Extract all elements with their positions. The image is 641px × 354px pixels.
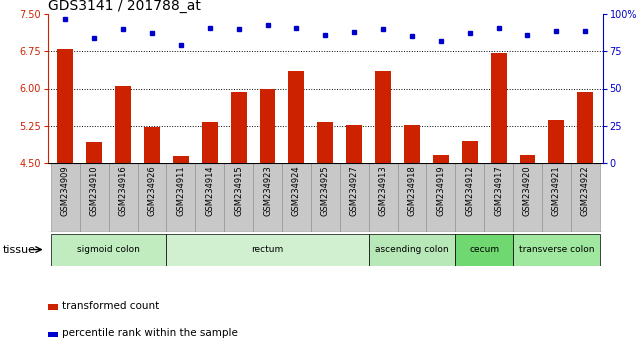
Text: tissue: tissue <box>3 245 36 255</box>
FancyBboxPatch shape <box>80 163 109 232</box>
Text: GSM234927: GSM234927 <box>350 165 359 216</box>
FancyBboxPatch shape <box>455 163 484 232</box>
FancyBboxPatch shape <box>253 163 282 232</box>
FancyBboxPatch shape <box>282 163 311 232</box>
Text: percentile rank within the sample: percentile rank within the sample <box>62 328 238 338</box>
Text: ascending colon: ascending colon <box>375 245 449 254</box>
Bar <box>173 156 189 163</box>
FancyBboxPatch shape <box>397 163 426 232</box>
Bar <box>462 141 478 163</box>
Bar <box>404 125 420 163</box>
Bar <box>578 92 593 163</box>
Bar <box>346 125 362 163</box>
Text: GSM234918: GSM234918 <box>408 165 417 216</box>
FancyBboxPatch shape <box>109 163 138 232</box>
Text: GSM234917: GSM234917 <box>494 165 503 216</box>
Text: GSM234920: GSM234920 <box>523 165 532 216</box>
FancyBboxPatch shape <box>513 234 599 266</box>
Bar <box>87 142 102 163</box>
Bar <box>375 71 391 163</box>
Text: GSM234919: GSM234919 <box>437 165 445 216</box>
FancyBboxPatch shape <box>369 234 455 266</box>
Text: GSM234922: GSM234922 <box>581 165 590 216</box>
Bar <box>288 71 304 163</box>
Bar <box>490 53 506 163</box>
Bar <box>48 304 58 310</box>
Text: GSM234914: GSM234914 <box>205 165 214 216</box>
Text: GSM234913: GSM234913 <box>379 165 388 216</box>
FancyBboxPatch shape <box>369 163 397 232</box>
FancyBboxPatch shape <box>167 234 369 266</box>
Text: GSM234925: GSM234925 <box>320 165 330 216</box>
FancyBboxPatch shape <box>51 163 80 232</box>
FancyBboxPatch shape <box>484 163 513 232</box>
FancyBboxPatch shape <box>196 163 224 232</box>
FancyBboxPatch shape <box>138 163 167 232</box>
Bar <box>260 89 276 163</box>
FancyBboxPatch shape <box>570 163 599 232</box>
Text: GSM234915: GSM234915 <box>234 165 243 216</box>
FancyBboxPatch shape <box>224 163 253 232</box>
FancyBboxPatch shape <box>340 163 369 232</box>
Bar <box>433 155 449 163</box>
Text: cecum: cecum <box>469 245 499 254</box>
Text: GDS3141 / 201788_at: GDS3141 / 201788_at <box>48 0 201 13</box>
FancyBboxPatch shape <box>513 163 542 232</box>
Bar <box>231 92 247 163</box>
Text: GSM234924: GSM234924 <box>292 165 301 216</box>
FancyBboxPatch shape <box>426 163 455 232</box>
Text: GSM234923: GSM234923 <box>263 165 272 216</box>
Bar <box>519 155 535 163</box>
Text: transformed count: transformed count <box>62 301 159 310</box>
Text: GSM234909: GSM234909 <box>61 165 70 216</box>
FancyBboxPatch shape <box>311 163 340 232</box>
Text: rectum: rectum <box>251 245 284 254</box>
Bar <box>202 122 218 163</box>
FancyBboxPatch shape <box>167 163 196 232</box>
Bar <box>317 122 333 163</box>
Bar <box>48 332 58 337</box>
FancyBboxPatch shape <box>51 234 167 266</box>
Text: GSM234916: GSM234916 <box>119 165 128 216</box>
FancyBboxPatch shape <box>542 163 570 232</box>
Text: GSM234921: GSM234921 <box>552 165 561 216</box>
Text: GSM234912: GSM234912 <box>465 165 474 216</box>
Text: GSM234910: GSM234910 <box>90 165 99 216</box>
Text: GSM234911: GSM234911 <box>176 165 185 216</box>
Bar <box>58 49 73 163</box>
Bar <box>549 120 564 163</box>
Bar <box>144 127 160 163</box>
Text: sigmoid colon: sigmoid colon <box>78 245 140 254</box>
Text: GSM234926: GSM234926 <box>147 165 156 216</box>
Bar <box>115 86 131 163</box>
Text: transverse colon: transverse colon <box>519 245 594 254</box>
FancyBboxPatch shape <box>455 234 513 266</box>
